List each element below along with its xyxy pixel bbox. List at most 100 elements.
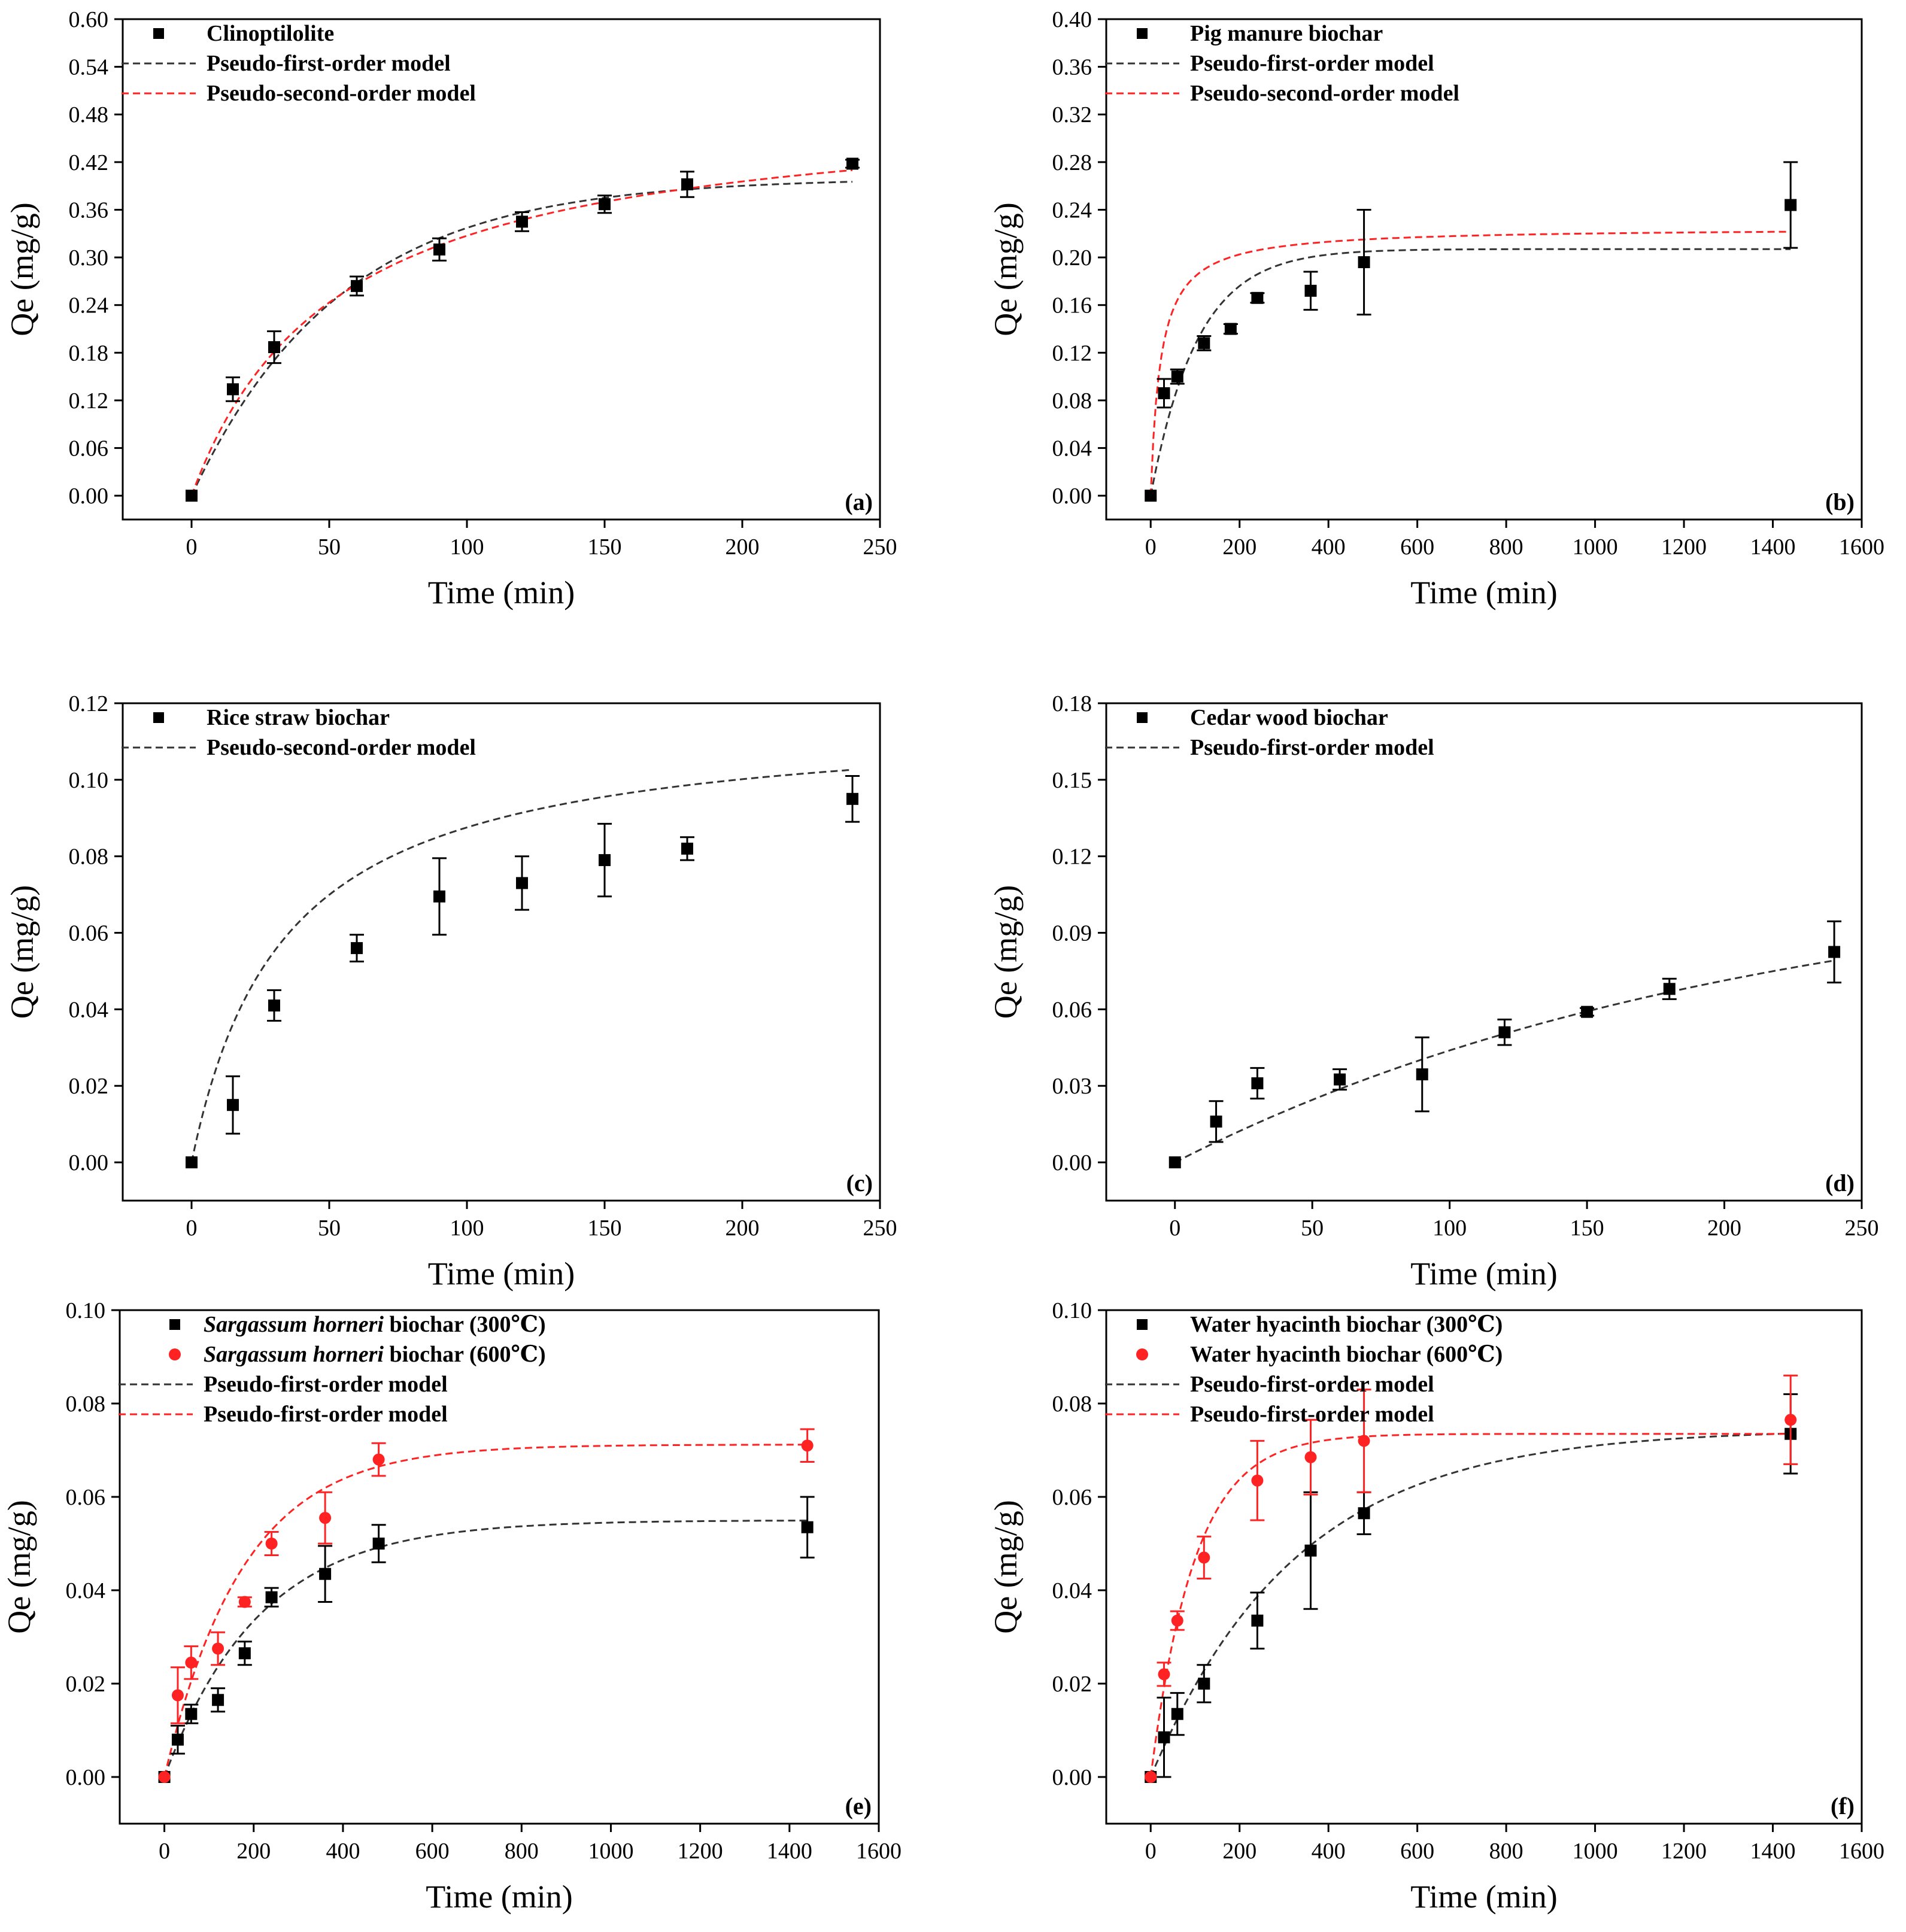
y-tick-label: 0.60 xyxy=(69,7,109,32)
legend-entry: Pseudo-second-order model xyxy=(207,81,476,106)
data-point xyxy=(1784,199,1797,211)
data-point xyxy=(158,1771,171,1783)
legend-entry: Pig manure biochar xyxy=(1190,21,1383,46)
y-axis-label: Qe (mg/g) xyxy=(988,1500,1024,1633)
data-point xyxy=(319,1568,332,1580)
legend-entry: Rice straw biochar xyxy=(207,705,390,730)
model-curve xyxy=(1149,1432,1791,1778)
y-tick-label: 0.02 xyxy=(1052,1672,1092,1697)
x-tick-label: 0 xyxy=(1169,1216,1180,1241)
data-point xyxy=(1210,1115,1222,1128)
x-tick-label: 200 xyxy=(726,534,760,560)
x-tick-label: 1600 xyxy=(1839,1839,1884,1864)
x-tick-label: 150 xyxy=(1570,1216,1604,1241)
x-tick-label: 250 xyxy=(1845,1216,1879,1241)
legend-entry: Pseudo-second-order model xyxy=(1190,81,1459,106)
y-tick-label: 0.10 xyxy=(1052,1298,1092,1323)
x-tick-label: 600 xyxy=(1400,534,1434,560)
data-point xyxy=(1251,291,1264,304)
y-tick-label: 0.00 xyxy=(1052,484,1092,509)
data-point xyxy=(1663,983,1676,995)
y-tick-label: 0.02 xyxy=(69,1074,109,1099)
legend-entry: Pseudo-first-order model xyxy=(204,1372,448,1397)
chart-panel-f: 0 200 400 600 800 1000 1200 1400 1600 0.00 0.02 0.0… xyxy=(988,1298,1884,1915)
legend-entry: Water hyacinth biochar (300℃) xyxy=(1190,1312,1503,1337)
x-tick-label: 1000 xyxy=(1573,534,1618,560)
data-point xyxy=(1304,1544,1317,1557)
legend-marker xyxy=(1137,1319,1148,1330)
y-tick-label: 0.28 xyxy=(1052,150,1092,175)
legend-suffix: biochar (300℃) xyxy=(384,1312,546,1337)
data-point xyxy=(1171,1614,1183,1627)
data-point xyxy=(1358,256,1370,269)
x-axis-label: Time (min) xyxy=(1410,1256,1558,1292)
panel-label: (e) xyxy=(845,1793,872,1819)
x-tick-label: 50 xyxy=(318,1216,341,1241)
x-tick-label: 1000 xyxy=(1573,1839,1618,1864)
panel-label: (d) xyxy=(1825,1169,1855,1196)
x-axis-label: Time (min) xyxy=(1410,1879,1558,1915)
legend-entry: Pseudo-first-order model xyxy=(1190,1372,1434,1397)
data-point xyxy=(1171,370,1183,383)
data-point xyxy=(1224,323,1237,335)
x-tick-label: 150 xyxy=(588,1216,622,1241)
model-curve xyxy=(1149,248,1791,496)
x-axis-label: Time (min) xyxy=(1410,575,1558,610)
x-tick-label: 50 xyxy=(1301,1216,1324,1241)
y-tick-label: 0.06 xyxy=(1052,1485,1092,1510)
x-tick-label: 1200 xyxy=(1661,1839,1707,1864)
y-tick-label: 0.08 xyxy=(69,845,109,870)
model-curve xyxy=(1149,1433,1791,1778)
legend-entry: Pseudo-first-order model xyxy=(207,51,451,76)
y-tick-label: 0.48 xyxy=(69,102,109,127)
x-tick-label: 0 xyxy=(159,1839,170,1864)
legend-suffix: biochar (600℃) xyxy=(384,1342,546,1367)
y-tick-label: 0.04 xyxy=(66,1578,106,1603)
model-curve xyxy=(190,181,853,496)
data-point xyxy=(1145,1771,1157,1783)
data-point xyxy=(1145,490,1157,502)
data-point xyxy=(1358,1507,1370,1520)
x-tick-label: 1200 xyxy=(678,1839,723,1864)
model-curve xyxy=(190,768,853,1163)
model-curve xyxy=(1149,230,1791,496)
x-tick-label: 50 xyxy=(318,534,341,560)
chart-panel-a: 0 50 100 150 200 250 0.00 0.06 0.12 0.18 0.24 0.30 0… xyxy=(4,7,897,610)
y-tick-label: 0.06 xyxy=(66,1485,106,1510)
x-tick-label: 0 xyxy=(186,1216,198,1241)
x-tick-label: 1600 xyxy=(856,1839,902,1864)
y-tick-label: 0.32 xyxy=(1052,102,1092,127)
y-tick-label: 0.02 xyxy=(66,1672,106,1697)
y-tick-label: 0.12 xyxy=(1052,845,1092,870)
y-tick-label: 0.06 xyxy=(69,436,109,461)
y-tick-label: 0.08 xyxy=(1052,388,1092,414)
x-tick-label: 400 xyxy=(1312,1839,1346,1864)
data-point xyxy=(1169,1156,1181,1169)
x-tick-label: 1400 xyxy=(1750,534,1796,560)
data-point xyxy=(1158,387,1170,400)
plot-frame xyxy=(1105,702,1863,1202)
x-tick-label: 200 xyxy=(1707,1216,1741,1241)
y-tick-label: 0.00 xyxy=(1052,1765,1092,1790)
chart-panel-b: 0 200 400 600 800 1000 1200 1400 1600 0.00 0.04 0.0… xyxy=(988,7,1884,610)
y-tick-label: 0.03 xyxy=(1052,1074,1092,1099)
panel-label: (c) xyxy=(846,1169,873,1196)
legend-entry: Pseudo-second-order model xyxy=(207,735,476,760)
data-point xyxy=(1304,1451,1317,1463)
data-point xyxy=(265,1538,278,1550)
data-point xyxy=(185,1708,198,1720)
x-tick-label: 0 xyxy=(1145,534,1157,560)
data-point xyxy=(1171,1708,1183,1720)
legend-marker xyxy=(153,28,164,39)
legend-marker xyxy=(1137,28,1148,39)
plot-frame xyxy=(122,18,881,521)
legend-italic-name: Sargassum horneri xyxy=(204,1312,384,1337)
y-tick-label: 0.12 xyxy=(1052,341,1092,366)
data-point xyxy=(846,792,858,805)
data-point xyxy=(351,942,363,955)
y-tick-label: 0.09 xyxy=(1052,921,1092,946)
data-point xyxy=(1251,1474,1264,1487)
data-point xyxy=(516,215,528,228)
plot-frame xyxy=(119,1309,880,1825)
